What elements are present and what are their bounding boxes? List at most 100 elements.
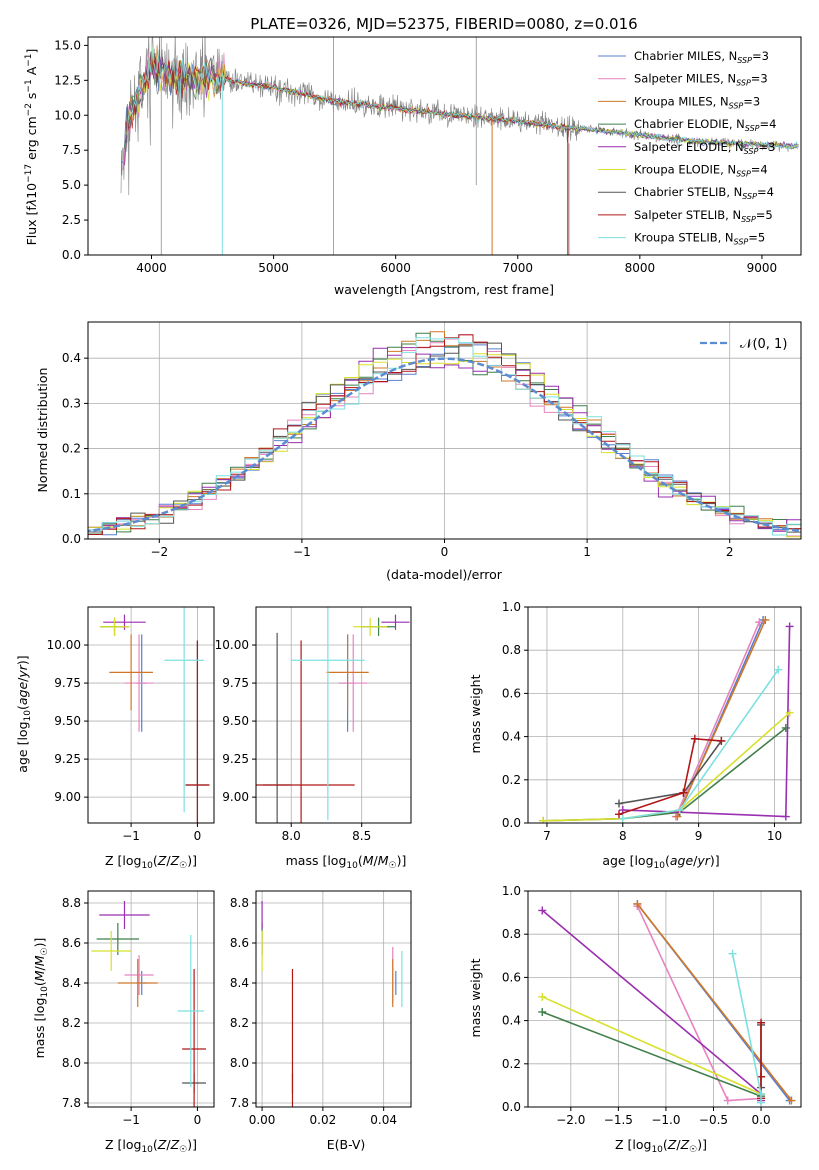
plot-area [120,37,799,255]
x-tick-label: 9000 [747,261,778,275]
axes-frame [255,890,412,1108]
z-mass-ylabel: mass [log10(M/M☉)] [32,938,50,1059]
ebv-mass-xlabel: E(B-V) [327,1137,366,1152]
legend-label-2: Kroupa MILES, NSSP=3 [634,94,760,110]
weight-marker-8 [774,665,783,674]
normal-reference-curve [88,357,801,533]
mass-age-panel: 8.0 8.5 9.00 9.25 9.50 9.75 10.00 mass [log10(… [215,606,412,871]
legend-label-4: Salpeter ELODIE, NSSP=3 [634,140,775,156]
x-tick-label: 7 [543,829,551,843]
x-tick-label: 8000 [625,261,656,275]
axes-frame [255,606,412,824]
plot-area [539,615,794,823]
legend-label-0: Chabrier MILES, NSSP=3 [634,49,769,65]
z-weight-panel: −2.0 −1.5 −1.0 −0.5 0.0 0.0 0.2 0.4 0.6 0.8 1.0 Z … [468,884,802,1155]
y-tick-label: 8.4 [62,976,81,990]
z-age-xlabel: Z [log10(Z/Z☉)] [105,853,197,871]
y-tick-label: 12.5 [54,73,81,87]
weight-marker-4 [538,906,547,915]
y-tick-label: 8.8 [230,896,249,910]
y-tick-label: 10.00 [215,638,249,652]
axes-frame [527,606,802,824]
y-tick-label: 10.0 [54,108,81,122]
weight-line-5 [541,996,762,1095]
y-tick-label: 0.1 [62,487,81,501]
y-tick-label: 1.0 [502,884,521,898]
weight-marker-4 [785,622,794,631]
x-tick-label: 0.04 [370,1113,397,1127]
y-tick-label: 2.5 [62,213,81,227]
x-tick-label: 0.02 [310,1113,337,1127]
ticks: 4000 5000 6000 7000 8000 9000 0.0 2.5 5.0 7.5 10.0… [54,38,777,275]
weight-line-2 [676,619,767,817]
spectrum-legend: Chabrier MILES, NSSP=3 Salpeter MILES, NS… [598,49,776,247]
legend-label-7: Salpeter STELIB, NSSP=5 [634,208,773,224]
model-spectrum-2 [123,45,570,165]
weight-marker-7 [679,788,688,797]
x-tick-label: 8.5 [352,829,371,843]
plot-area [99,607,210,823]
y-tick-label: 8.0 [62,1056,81,1070]
legend-label-3: Chabrier ELODIE, NSSP=4 [634,117,776,133]
x-tick-label: 6000 [380,261,411,275]
weight-line-3 [543,727,787,822]
y-tick-label: 0.6 [502,686,521,700]
weight-marker-5 [539,816,548,823]
y-tick-label: 0.2 [62,442,81,456]
weight-marker-6 [615,799,623,808]
y-tick-label: 15.0 [54,38,81,52]
y-tick-label: 8.4 [230,976,249,990]
y-tick-label: 9.00 [222,790,249,804]
weight-marker-7 [757,1072,766,1081]
x-tick-label: 0 [194,1113,202,1127]
z-mass-xlabel: Z [log10(Z/Z☉)] [105,1137,197,1155]
weight-marker-5 [785,708,794,717]
spectrum-panel: PLATE=0326, MJD=52375, FIBERID=0080, z=0… [24,15,802,297]
y-tick-label: 8.2 [230,1016,249,1030]
weight-marker-3 [538,1007,547,1016]
x-tick-label: −1.0 [651,1113,680,1127]
x-tick-label: −0.5 [699,1113,728,1127]
y-tick-label: 8.6 [230,936,249,950]
y-tick-label: 9.75 [54,676,81,690]
grid-lines [528,890,801,1108]
weight-marker-5 [538,992,547,1001]
y-tick-label: 8.2 [62,1016,81,1030]
weight-line-4 [622,626,791,818]
axes-frame [87,36,802,256]
axes-frame [527,890,802,1108]
y-tick-label: 9.50 [54,714,81,728]
ticks: 8.0 8.5 9.00 9.25 9.50 9.75 10.00 [215,638,372,843]
y-tick-label: 8.6 [62,936,81,950]
plot-area [261,901,403,1107]
ticks: −2 −1 0 1 2 0.0 0.1 0.2 0.3 0.4 [62,351,734,559]
z-weight-xlabel: Z [log10(Z/Z☉)] [615,1137,707,1155]
z-weight-ylabel: mass weight [468,958,483,1037]
y-tick-label: 0.4 [502,730,521,744]
ticks: −1 0 7.8 8.0 8.2 8.4 8.6 8.8 [62,896,201,1127]
x-tick-label: −1 [122,829,140,843]
x-tick-label: 0 [194,829,202,843]
grid-lines [256,607,411,823]
x-tick-label: 8.0 [282,829,301,843]
weight-marker-8 [757,1090,766,1099]
age-weight-ylabel: mass weight [468,674,483,753]
legend-label-1: Salpeter MILES, NSSP=3 [634,72,768,88]
y-tick-label: 0.8 [502,927,521,941]
x-tick-label: 10 [767,829,782,843]
weight-marker-8 [757,1098,766,1107]
x-tick-label: 5000 [258,261,289,275]
y-tick-label: 0.6 [502,970,521,984]
y-tick-label: 0.4 [502,1014,521,1028]
plot-area [256,607,410,823]
x-tick-label: 8 [619,829,627,843]
y-tick-label: 7.8 [62,1096,81,1110]
y-tick-label: 0.0 [62,248,81,262]
x-tick-label: 9 [695,829,703,843]
plot-area [91,901,207,1107]
axes-frame [87,890,215,1108]
residuals-ylabel: Normed distribution [35,368,50,493]
weight-marker-7 [690,734,699,743]
weight-marker-2 [787,1096,796,1105]
legend-label-8: Kroupa STELIB, NSSP=5 [634,231,765,247]
